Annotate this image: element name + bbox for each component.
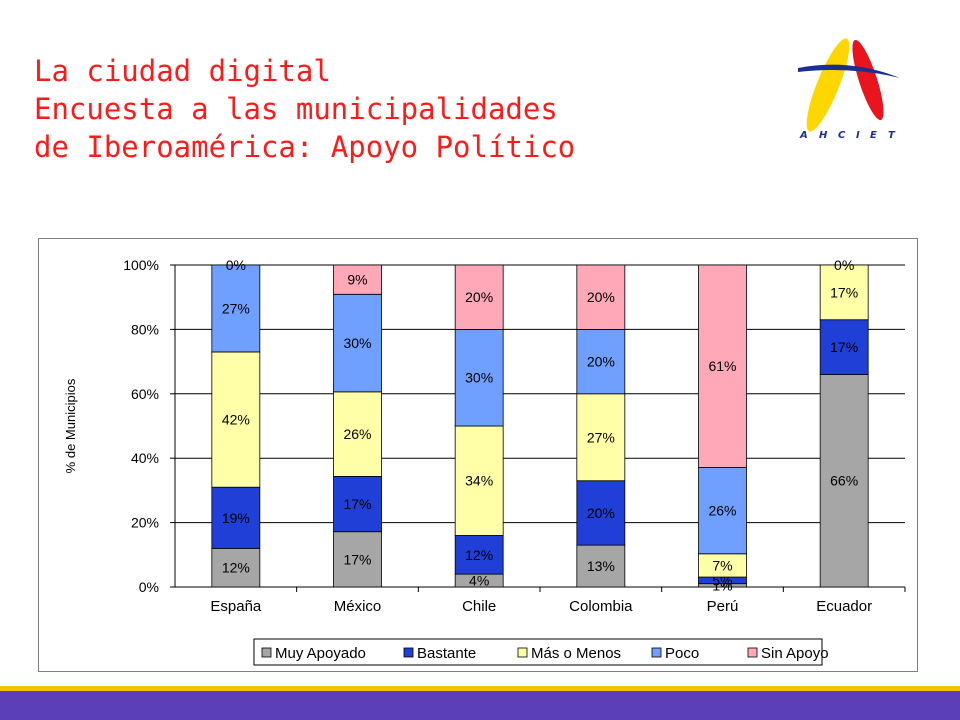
- x-tick-label: Ecuador: [816, 598, 872, 615]
- data-label: 27%: [222, 300, 250, 316]
- stacked-bar-chart: 0% 20% 40% 60% 80% 100% % de Municipios 12% 19% 4…: [63, 257, 906, 666]
- data-label: 17%: [343, 551, 371, 567]
- page-title: La ciudad digital Encuesta a las municip…: [34, 52, 575, 166]
- ahciet-logo-icon: A H C I E T: [798, 38, 900, 141]
- bar-segment: [333, 531, 382, 588]
- bar-segment: [819, 264, 869, 321]
- y-tick-label: 0%: [139, 579, 159, 595]
- logo-letter: E: [870, 130, 877, 141]
- title-line-1: La ciudad digital: [34, 54, 331, 88]
- title-line-3: de Iberoamérica: Apoyo Político: [34, 130, 576, 164]
- footer-bar: [0, 691, 960, 720]
- bar-segment: [819, 319, 869, 375]
- bar-segment: [454, 535, 504, 575]
- data-label: 12%: [222, 560, 250, 576]
- legend-swatch: [651, 647, 662, 658]
- bar-segment: [454, 425, 504, 536]
- legend-entry: Bastante: [417, 645, 476, 662]
- bar-segment: [576, 544, 626, 588]
- legend-swatch: [261, 647, 272, 658]
- data-label: 34%: [465, 473, 493, 489]
- footer-divider: [0, 686, 960, 691]
- bar-segment: [576, 393, 626, 482]
- logo-letter: H: [819, 130, 828, 141]
- x-tick-label: Chile: [462, 598, 496, 615]
- data-label: 13%: [587, 558, 615, 574]
- data-label: 66%: [830, 473, 858, 489]
- title-line-2: Encuesta a las municipalidades: [34, 92, 558, 126]
- bar-segment: [333, 391, 382, 477]
- data-label: 30%: [465, 370, 493, 386]
- data-label: 17%: [343, 496, 371, 512]
- data-label: 26%: [343, 426, 371, 442]
- y-tick-label: 80%: [131, 321, 159, 337]
- data-label: 26%: [708, 503, 736, 519]
- legend-swatch: [747, 647, 758, 658]
- data-label: 17%: [830, 339, 858, 355]
- bar-segment: [454, 329, 504, 427]
- data-label: 0%: [226, 257, 246, 273]
- logo-letter: A: [799, 130, 808, 141]
- bar-segment: [576, 264, 626, 330]
- bar-segment: [211, 264, 261, 353]
- bar-segment: [819, 374, 869, 588]
- data-label: 7%: [712, 557, 732, 573]
- x-tick-label: Perú: [707, 598, 739, 615]
- bar-segment: [211, 486, 261, 549]
- logo-red-stroke: [852, 39, 884, 121]
- data-label: 20%: [587, 354, 615, 370]
- data-label: 30%: [343, 335, 371, 351]
- data-label: 42%: [222, 412, 250, 428]
- bar-segment: [698, 467, 747, 555]
- data-label: 17%: [830, 284, 858, 300]
- data-label: 4%: [469, 573, 489, 589]
- ahciet-logo: A H C I E T: [790, 30, 910, 160]
- bar-segment: [333, 293, 382, 393]
- y-axis-label: % de Municipios: [63, 378, 78, 473]
- bar-segment: [576, 329, 626, 395]
- bar-segment: [211, 547, 261, 588]
- x-tick-label: Colombia: [569, 598, 633, 615]
- logo-letter: C: [838, 130, 846, 141]
- logo-letter: T: [888, 130, 896, 141]
- data-label: 12%: [465, 547, 493, 563]
- x-tick-label: México: [334, 598, 382, 615]
- data-label: 0%: [834, 257, 854, 273]
- data-label: 19%: [222, 510, 250, 526]
- y-tick-label: 100%: [123, 257, 159, 273]
- legend-box: [253, 638, 823, 666]
- logo-yellow-stroke: [806, 38, 850, 132]
- bar-segment: [454, 264, 504, 330]
- legend-entry: Muy Apoyado: [275, 645, 366, 662]
- bar-segment: [698, 264, 747, 468]
- data-label: 20%: [587, 289, 615, 305]
- x-tick-label: España: [210, 598, 262, 615]
- bar-segment: [333, 264, 382, 295]
- data-label: 20%: [587, 505, 615, 521]
- logo-blue-swoosh: [798, 64, 900, 78]
- chart-frame: 0% 20% 40% 60% 80% 100% % de Municipios 12% 19% 4…: [38, 238, 918, 672]
- y-tick-label: 60%: [131, 386, 159, 402]
- data-label: 20%: [465, 289, 493, 305]
- legend-swatch: [517, 647, 528, 658]
- legend-entry: Sin Apoyo: [761, 645, 829, 662]
- logo-wordmark: A H C I E T: [799, 130, 896, 141]
- logo-letter: I: [856, 130, 860, 141]
- legend-entry: Poco: [665, 645, 699, 662]
- bar-segment: [211, 351, 261, 488]
- bar-segment: [333, 476, 382, 533]
- legend-swatch: [403, 647, 414, 658]
- data-label: 61%: [708, 358, 736, 374]
- legend-entry: Más o Menos: [531, 645, 621, 662]
- data-label: 9%: [347, 272, 367, 288]
- data-label: 27%: [587, 429, 615, 445]
- y-tick-label: 40%: [131, 450, 159, 466]
- y-tick-label: 20%: [131, 515, 159, 531]
